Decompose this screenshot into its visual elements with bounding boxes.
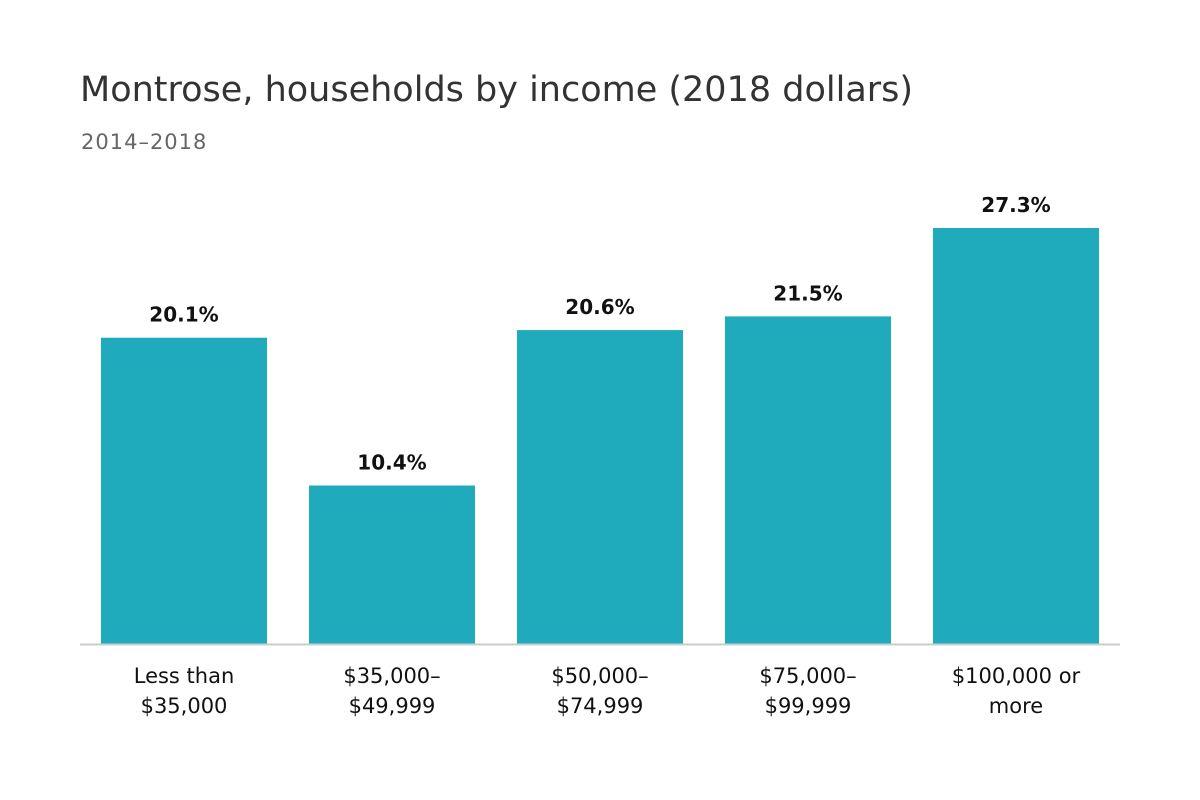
- x-tick-label: $100,000 or more: [952, 664, 1081, 718]
- x-tick-label-line: Less than: [134, 664, 235, 688]
- x-tick-label-line: $50,000–: [551, 664, 648, 688]
- x-tick-label: $75,000– $99,999: [759, 664, 856, 718]
- bar: [517, 330, 683, 644]
- bar: [725, 316, 891, 644]
- x-tick-label-line: $100,000 or: [952, 664, 1081, 688]
- bar: [309, 485, 475, 644]
- x-tick-label-line: more: [989, 694, 1043, 718]
- bar-value-label: 20.6%: [565, 295, 634, 319]
- x-tick-label: Less than $35,000: [134, 664, 235, 718]
- x-tick-label-line: $99,999: [765, 694, 852, 718]
- x-tick-label-line: $49,999: [349, 694, 436, 718]
- chart-subtitle: 2014–2018: [81, 130, 208, 154]
- x-tick-label-line: $35,000–: [343, 664, 440, 688]
- bars-group: [101, 228, 1099, 644]
- bar-value-label: 10.4%: [357, 451, 426, 475]
- x-tick-label: $50,000– $74,999: [551, 664, 648, 718]
- bar-value-label: 20.1%: [149, 303, 218, 327]
- x-tick-label-line: $74,999: [557, 694, 644, 718]
- chart-title: Montrose, households by income (2018 dol…: [80, 70, 914, 110]
- bar: [101, 337, 267, 644]
- bar-value-label: 21.5%: [773, 281, 842, 305]
- x-tick-label-line: $35,000: [141, 694, 228, 718]
- bar-value-label: 27.3%: [981, 193, 1050, 217]
- value-labels-group: 20.1% 10.4% 20.6% 21.5% 27.3%: [149, 193, 1050, 475]
- bar: [933, 228, 1099, 644]
- x-tick-labels-group: Less than $35,000$35,000– $49,999$50,000– $…: [134, 664, 1081, 718]
- x-tick-label-line: $75,000–: [759, 664, 856, 688]
- x-tick-label: $35,000– $49,999: [343, 664, 440, 718]
